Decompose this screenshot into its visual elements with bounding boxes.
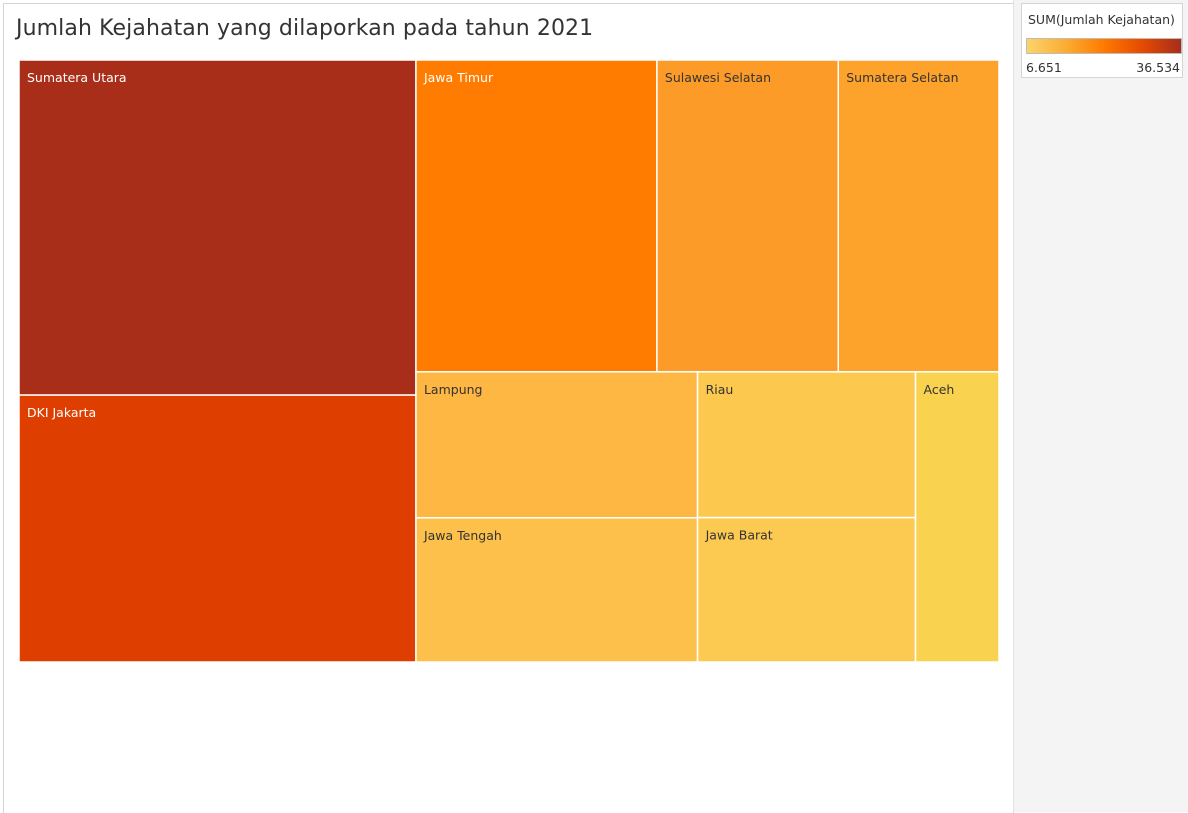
treemap-label-jawa-timur: Jawa Timur [423,70,494,85]
treemap-cell-sumatera-utara[interactable]: Sumatera Utara [19,60,417,396]
treemap-label-sumatera-selatan: Sumatera Selatan [846,70,958,85]
treemap-cell-sulawesi-selatan[interactable]: Sulawesi Selatan [656,60,840,373]
treemap-cell-jawa-timur[interactable]: Jawa Timur [415,60,658,373]
treemap-rect-lampung[interactable] [415,371,699,519]
legend-min-label: 6.651 [1026,60,1062,75]
legend-color-ramp [1026,38,1182,54]
treemap-cell-lampung[interactable]: Lampung [415,371,699,519]
treemap-cell-dki-jakarta[interactable]: DKI Jakarta [19,394,417,662]
treemap-cell-sumatera-selatan[interactable]: Sumatera Selatan [837,60,999,373]
treemap-cell-riau[interactable]: Riau [696,371,917,519]
treemap-rect-sulawesi-selatan[interactable] [656,60,840,373]
treemap-label-sumatera-utara: Sumatera Utara [27,70,127,85]
chart-title: Jumlah Kejahatan yang dilaporkan pada ta… [16,16,594,41]
treemap-label-dki-jakarta: DKI Jakarta [27,405,96,420]
treemap-rect-aceh[interactable] [914,371,999,662]
treemap-rect-jawa-barat[interactable] [696,516,917,662]
side-panel: SUM(Jumlah Kejahatan) 6.651 36.534 [1013,0,1188,812]
treemap-rect-jawa-tengah[interactable] [415,517,699,662]
treemap-cell-jawa-tengah[interactable]: Jawa Tengah [415,517,699,662]
treemap-cell-jawa-barat[interactable]: Jawa Barat [696,516,917,662]
treemap-label-riau: Riau [706,382,734,397]
treemap: Sumatera Utara DKI Jakarta Jawa Timur Sulaw… [19,60,999,662]
color-legend: SUM(Jumlah Kejahatan) 6.651 36.534 [1021,3,1183,78]
legend-max-label: 36.534 [1136,60,1180,75]
treemap-rect-sumatera-selatan[interactable] [837,60,999,373]
treemap-rect-jawa-timur[interactable] [415,60,658,373]
viz-area: Jumlah Kejahatan yang dilaporkan pada ta… [3,3,1014,813]
treemap-label-aceh: Aceh [924,382,955,397]
treemap-label-jawa-barat: Jawa Barat [705,528,773,543]
treemap-rect-dki-jakarta[interactable] [19,394,417,662]
legend-title: SUM(Jumlah Kejahatan) [1028,12,1175,27]
treemap-rect-sumatera-utara[interactable] [19,60,417,396]
treemap-label-sulawesi-selatan: Sulawesi Selatan [665,70,771,85]
treemap-label-lampung: Lampung [424,382,483,397]
treemap-cell-aceh[interactable]: Aceh [914,371,999,662]
treemap-label-jawa-tengah: Jawa Tengah [423,528,502,543]
